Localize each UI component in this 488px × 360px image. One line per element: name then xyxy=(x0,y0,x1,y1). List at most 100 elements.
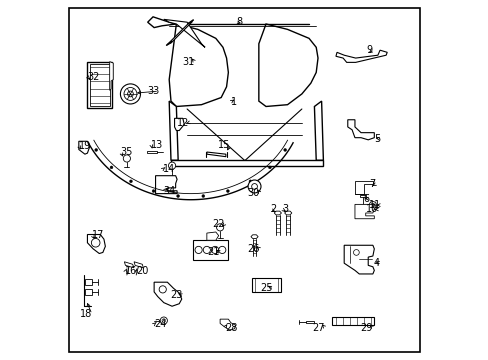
Text: 4: 4 xyxy=(373,258,379,268)
Polygon shape xyxy=(347,120,373,140)
Polygon shape xyxy=(192,240,228,260)
Text: 13: 13 xyxy=(151,140,163,150)
Text: 31: 31 xyxy=(183,57,195,67)
Polygon shape xyxy=(250,235,258,239)
Polygon shape xyxy=(284,211,291,215)
Circle shape xyxy=(159,286,166,293)
Circle shape xyxy=(162,319,165,322)
Polygon shape xyxy=(163,19,204,47)
Polygon shape xyxy=(354,181,372,194)
Polygon shape xyxy=(87,62,112,108)
Circle shape xyxy=(283,149,286,151)
Text: 28: 28 xyxy=(224,323,237,333)
Circle shape xyxy=(195,246,202,253)
Polygon shape xyxy=(274,211,281,215)
Polygon shape xyxy=(147,150,156,153)
Text: 30: 30 xyxy=(247,188,259,198)
Polygon shape xyxy=(314,101,323,160)
Circle shape xyxy=(127,91,133,97)
Polygon shape xyxy=(85,289,92,295)
Circle shape xyxy=(120,84,140,104)
Circle shape xyxy=(216,224,223,231)
Polygon shape xyxy=(87,234,105,253)
Polygon shape xyxy=(124,262,134,268)
Text: 12: 12 xyxy=(176,118,188,128)
Text: 23: 23 xyxy=(170,291,183,301)
Text: 7: 7 xyxy=(368,179,375,189)
Circle shape xyxy=(251,184,257,189)
Polygon shape xyxy=(206,232,218,240)
Text: 20: 20 xyxy=(136,266,148,276)
Polygon shape xyxy=(169,24,228,107)
Text: 15: 15 xyxy=(217,140,230,150)
Text: 35: 35 xyxy=(121,147,133,157)
Circle shape xyxy=(123,155,130,162)
Circle shape xyxy=(168,162,175,169)
Circle shape xyxy=(110,166,113,169)
Polygon shape xyxy=(354,204,373,219)
Polygon shape xyxy=(171,160,323,166)
Polygon shape xyxy=(134,262,143,268)
Circle shape xyxy=(248,180,251,183)
Polygon shape xyxy=(85,279,92,285)
Text: 33: 33 xyxy=(146,86,159,96)
Text: 16: 16 xyxy=(125,266,138,276)
Text: 27: 27 xyxy=(312,323,325,333)
Circle shape xyxy=(160,317,167,324)
Polygon shape xyxy=(155,176,177,194)
Text: 2: 2 xyxy=(270,204,276,215)
Polygon shape xyxy=(167,22,192,44)
Text: 8: 8 xyxy=(236,17,242,27)
Text: 32: 32 xyxy=(87,72,100,82)
Polygon shape xyxy=(220,319,235,330)
Circle shape xyxy=(203,246,210,253)
Text: 18: 18 xyxy=(80,310,92,319)
Text: 3: 3 xyxy=(282,204,288,215)
Circle shape xyxy=(268,166,271,169)
Circle shape xyxy=(368,202,376,209)
Circle shape xyxy=(211,246,218,253)
Circle shape xyxy=(91,238,100,247)
Text: 14: 14 xyxy=(163,164,175,174)
Polygon shape xyxy=(252,278,281,292)
Circle shape xyxy=(370,203,374,207)
Polygon shape xyxy=(335,50,386,62)
Text: 5: 5 xyxy=(373,134,379,144)
Polygon shape xyxy=(258,24,317,107)
Polygon shape xyxy=(359,195,365,197)
Text: 6: 6 xyxy=(363,194,368,204)
Polygon shape xyxy=(169,101,178,160)
Polygon shape xyxy=(206,152,225,157)
Text: 24: 24 xyxy=(154,319,166,329)
Polygon shape xyxy=(344,245,373,274)
Circle shape xyxy=(247,180,261,193)
Text: 25: 25 xyxy=(260,283,272,293)
Text: 34: 34 xyxy=(163,186,176,197)
Polygon shape xyxy=(89,64,109,106)
Polygon shape xyxy=(305,320,314,323)
Polygon shape xyxy=(147,17,176,28)
Polygon shape xyxy=(79,141,89,154)
Text: 17: 17 xyxy=(92,230,104,239)
Text: 1: 1 xyxy=(230,97,237,107)
Circle shape xyxy=(124,87,137,100)
Circle shape xyxy=(152,190,155,193)
Polygon shape xyxy=(174,118,184,131)
Circle shape xyxy=(218,246,225,253)
Polygon shape xyxy=(109,62,113,90)
Text: 29: 29 xyxy=(360,323,372,333)
Polygon shape xyxy=(332,317,373,325)
Circle shape xyxy=(353,249,359,255)
Text: 22: 22 xyxy=(212,219,224,229)
Circle shape xyxy=(176,195,179,198)
Circle shape xyxy=(95,149,98,151)
Text: 11: 11 xyxy=(368,200,381,210)
Text: 26: 26 xyxy=(246,244,259,254)
Circle shape xyxy=(226,190,229,193)
Text: 21: 21 xyxy=(207,247,220,257)
Circle shape xyxy=(129,180,132,183)
Text: 19: 19 xyxy=(79,141,91,151)
Polygon shape xyxy=(154,282,182,306)
Text: 10: 10 xyxy=(365,204,377,215)
Text: 9: 9 xyxy=(366,45,372,55)
